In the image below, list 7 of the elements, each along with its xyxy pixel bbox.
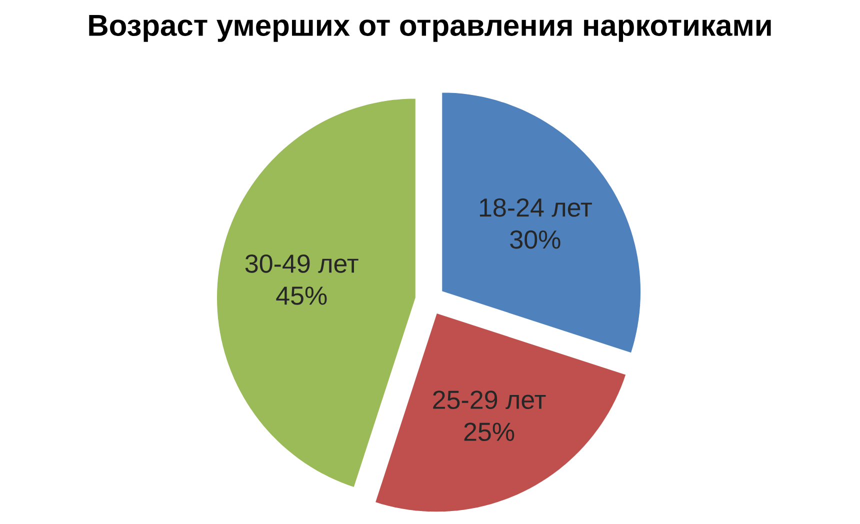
slice-label: 25-29 лет <box>433 390 546 410</box>
chart-title: Возраст умерших от отравления наркотиками <box>89 15 771 42</box>
slice-label: 30-49 лет <box>245 254 358 273</box>
data-label: 30% <box>510 230 560 249</box>
data-label: 45% <box>276 286 327 305</box>
slice-label: 18-24 лет <box>480 198 592 217</box>
data-label: 25% <box>464 422 514 442</box>
